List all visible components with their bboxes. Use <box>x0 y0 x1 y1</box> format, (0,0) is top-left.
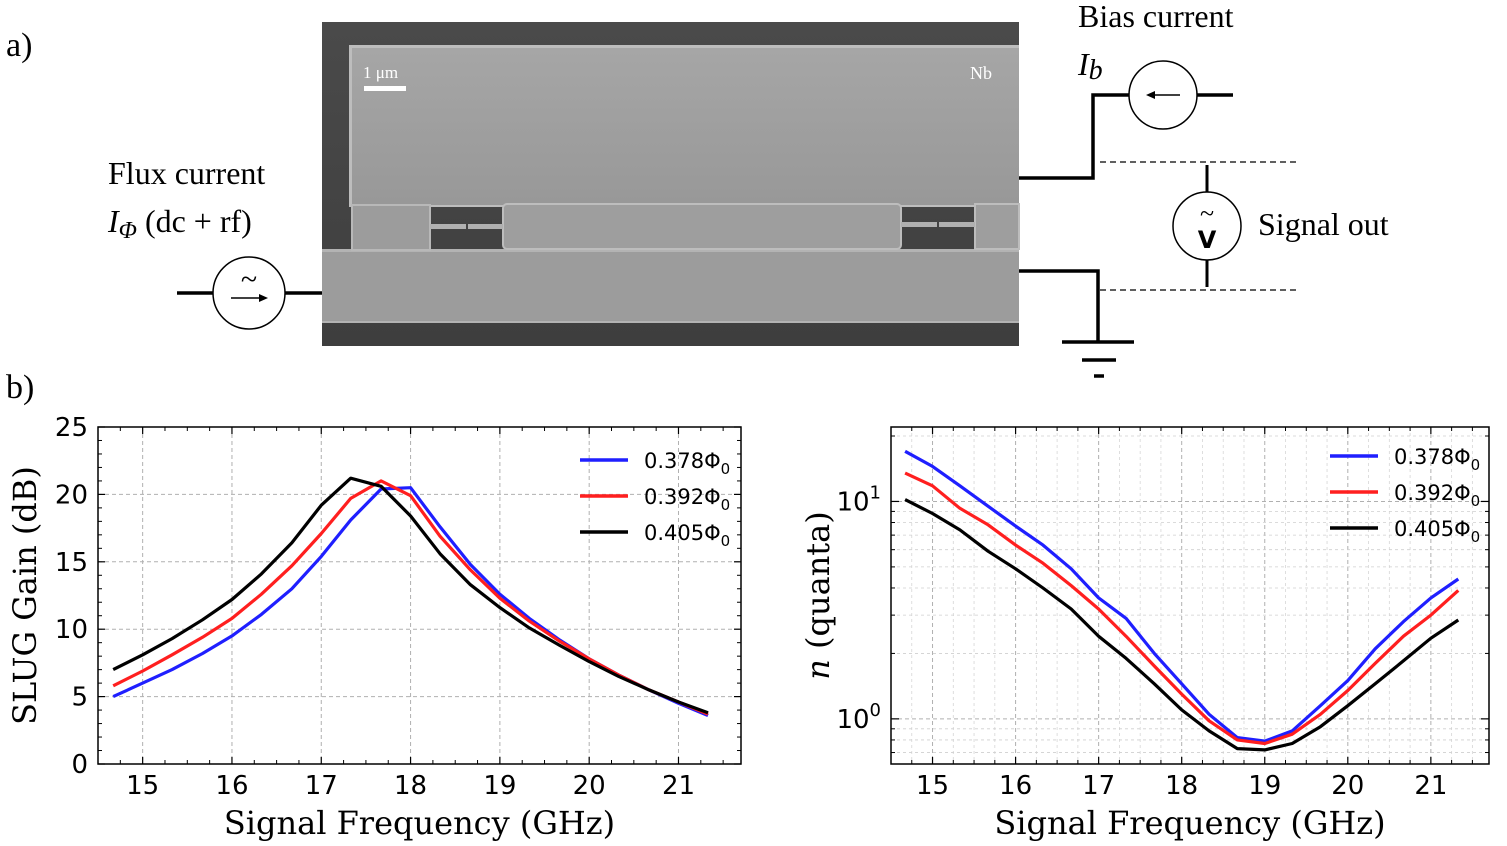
n-y-tick-label: 101 <box>836 482 881 517</box>
flux-current-symbol: IΦ (dc + rf) <box>107 203 252 244</box>
flux-source: Flux current IΦ (dc + rf) ~ <box>107 155 322 330</box>
ground-wire <box>1019 269 1100 342</box>
ac-source-circle <box>212 256 286 330</box>
gain-x-tick-label: 19 <box>483 771 516 801</box>
sem-image: 1 μm Nb <box>322 22 1020 346</box>
n-x-axis-label: Signal Frequency (GHz) <box>994 804 1385 842</box>
sem-lower-strip <box>322 252 1019 321</box>
n-x-tick-label: 21 <box>1414 771 1447 801</box>
gain-y-tick-label: 25 <box>55 413 88 443</box>
n-x-tick-label: 19 <box>1248 771 1281 801</box>
voltmeter-icon <box>1172 191 1242 261</box>
output-circuit: ~ V Signal out <box>1019 161 1389 378</box>
gain-plot-area <box>98 427 741 764</box>
gain-series-line-2 <box>112 476 709 715</box>
gain-x-tick-label: 15 <box>126 771 159 801</box>
gain-x-tick-label: 17 <box>305 771 338 801</box>
gain-legend-label-0: 0.378Φ0 <box>644 449 730 478</box>
ac-tilde-icon: ~ <box>241 263 257 296</box>
n-x-tick-label: 15 <box>916 771 949 801</box>
n-x-tick-label: 20 <box>1331 771 1364 801</box>
gain-y-axis-label: SLUG Gain (dB) <box>6 466 44 725</box>
n-axes-frame <box>890 426 1490 765</box>
sem-junction-3 <box>901 222 937 227</box>
n-x-tick-label: 17 <box>1082 771 1115 801</box>
n-legend-label-1: 0.392Φ0 <box>1394 481 1480 510</box>
gain-legend-label-1: 0.392Φ0 <box>644 485 730 514</box>
panel-b-label: b) <box>6 369 34 406</box>
material-label: Nb <box>970 63 992 83</box>
sem-island-left <box>351 204 431 251</box>
gain-x-tick-label: 21 <box>662 771 695 801</box>
gain-x-tick-label: 16 <box>215 771 248 801</box>
sem-island-right <box>974 203 1020 250</box>
n-series-line-2 <box>904 498 1460 752</box>
bias-wire <box>1019 93 1129 180</box>
gain-series-line-1 <box>112 479 709 716</box>
arrow-left-icon <box>1146 91 1155 99</box>
noise-chart: 15 16 17 18 19 20 21 100 101 Signal Frequency (GH… <box>799 426 1490 842</box>
n-legend-label-0: 0.378Φ0 <box>1394 445 1480 474</box>
scale-bar-label: 1 μm <box>363 63 398 82</box>
bias-source: Bias current Ib <box>1019 0 1234 180</box>
sem-junction-1 <box>430 224 466 229</box>
voltmeter-v: V <box>1198 226 1217 254</box>
gain-y-tick-label: 5 <box>71 683 88 713</box>
n-x-tick-label: 18 <box>1165 771 1198 801</box>
signal-out-label: Signal out <box>1258 206 1389 242</box>
n-plot-area <box>891 427 1489 764</box>
panel-a-label: a) <box>6 27 32 64</box>
gain-y-tick-label: 0 <box>71 750 88 780</box>
sem-island-center <box>502 203 902 250</box>
n-series-line-0 <box>904 449 1460 743</box>
n-y-tick-label: 100 <box>836 700 881 735</box>
gain-axes-frame <box>97 426 742 765</box>
gain-y-tick-label: 20 <box>55 480 88 510</box>
n-y-axis-label: n (quanta) <box>799 511 837 679</box>
gain-x-tick-label: 18 <box>394 771 427 801</box>
arrow-right-icon <box>259 294 268 302</box>
n-series-line-1 <box>904 471 1460 746</box>
gain-y-tick-label: 10 <box>55 615 88 645</box>
flux-current-label: Flux current <box>108 155 265 191</box>
voltmeter-tilde: ~ <box>1200 199 1214 228</box>
n-legend-label-2: 0.405Φ0 <box>1394 517 1480 546</box>
gain-x-tick-label: 20 <box>573 771 606 801</box>
bias-current-symbol: Ib <box>1077 46 1103 86</box>
sem-junction-4 <box>939 222 975 227</box>
gain-chart: 15 16 17 18 19 20 21 0 5 10 15 20 25 Signal Frequency… <box>6 413 742 842</box>
scale-bar <box>364 86 406 91</box>
n-x-tick-label: 16 <box>999 771 1032 801</box>
bias-current-label: Bias current <box>1078 0 1234 34</box>
gain-legend-label-2: 0.405Φ0 <box>644 521 730 550</box>
sem-upper-electrode <box>352 48 1019 205</box>
gain-x-axis-label: Signal Frequency (GHz) <box>224 804 615 842</box>
sem-junction-2 <box>468 224 503 229</box>
gain-y-tick-label: 15 <box>55 548 88 578</box>
